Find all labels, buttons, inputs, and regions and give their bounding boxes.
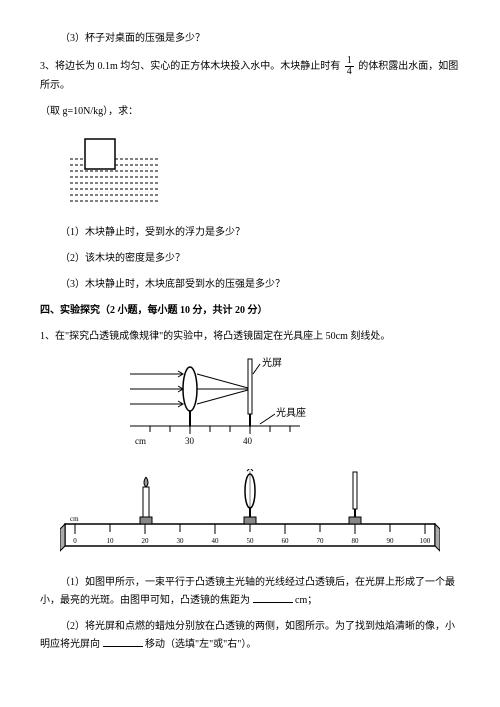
section4-title: 四、实验探究（2 小题，每小题 10 分，共计 20 分） [40, 302, 460, 320]
svg-text:80: 80 [352, 537, 360, 545]
svg-text:20: 20 [142, 537, 150, 545]
svg-text:90: 90 [387, 537, 395, 545]
tick-40: 40 [243, 436, 253, 446]
q4-1-stem: 1、在"探究凸透镜成像规律"的实验中，将凸透镜固定在光具座上 50cm 刻线处。 [40, 328, 460, 346]
svg-text:100: 100 [420, 537, 431, 545]
frac-den: 4 [345, 67, 354, 77]
q4-1-1: （1）如图甲所示，一束平行于凸透镜主光轴的光线经过凸透镜后，在光屏上形成了一个最… [40, 574, 460, 610]
q3-3: （3）木块静止时，木块底部受到水的压强是多少？ [40, 276, 460, 294]
svg-text:0: 0 [73, 537, 77, 545]
unit-cm2: cm [70, 515, 79, 523]
label-bench: 光具座 [276, 406, 306, 419]
tick-30: 30 [185, 436, 195, 446]
svg-text:40: 40 [212, 537, 220, 545]
q4-1-1-a: （1）如图甲所示，一束平行于凸透镜主光轴的光线经过凸透镜后，在光屏上形成了一个最… [40, 577, 455, 606]
svg-text:70: 70 [317, 537, 325, 545]
q4-1-2-b: 移动（选填"左"或"右"）。 [145, 639, 256, 650]
svg-text:10: 10 [107, 537, 115, 545]
unit-cm: cm [135, 436, 146, 446]
q4-1-2: （2）将光屏和点燃的蜡烛分别放在凸透镜的两侧，如图所示。为了找到烛焰清晰的像，小… [40, 618, 460, 654]
q4-1-1-b: cm； [295, 595, 317, 606]
q3-fraction: 1 4 [345, 56, 354, 77]
svg-text:60: 60 [282, 537, 290, 545]
q3-2: （2）该木块的密度是多少？ [40, 250, 460, 268]
svg-text:50: 50 [247, 537, 255, 545]
svg-text:30: 30 [177, 537, 185, 545]
q3-given: （取 g=10N/kg），求： [40, 103, 460, 121]
label-screen: 光屏 [262, 356, 282, 369]
q3-stem: 3、将边长为 0.1m 均匀、实心的正方体木块投入水中。木块静止时有 1 4 的… [40, 56, 460, 95]
fig-optical-bench: 0 10 20 30 40 50 60 70 80 90 100 cm [60, 469, 460, 566]
q3-stem-a: 3、将边长为 0.1m 均匀、实心的正方体木块投入水中。木块静止时有 [40, 61, 343, 72]
q3-1: （1）木块静止时，受到水的浮力是多少？ [40, 224, 460, 242]
blank-direction [103, 637, 143, 647]
fig-lens-rays: cm 30 40 光屏 光具座 [130, 354, 460, 461]
q2-3: （3）杯子对桌面的压强是多少？ [40, 30, 460, 48]
blank-focal [253, 593, 293, 603]
fig-floating-block [70, 129, 460, 216]
